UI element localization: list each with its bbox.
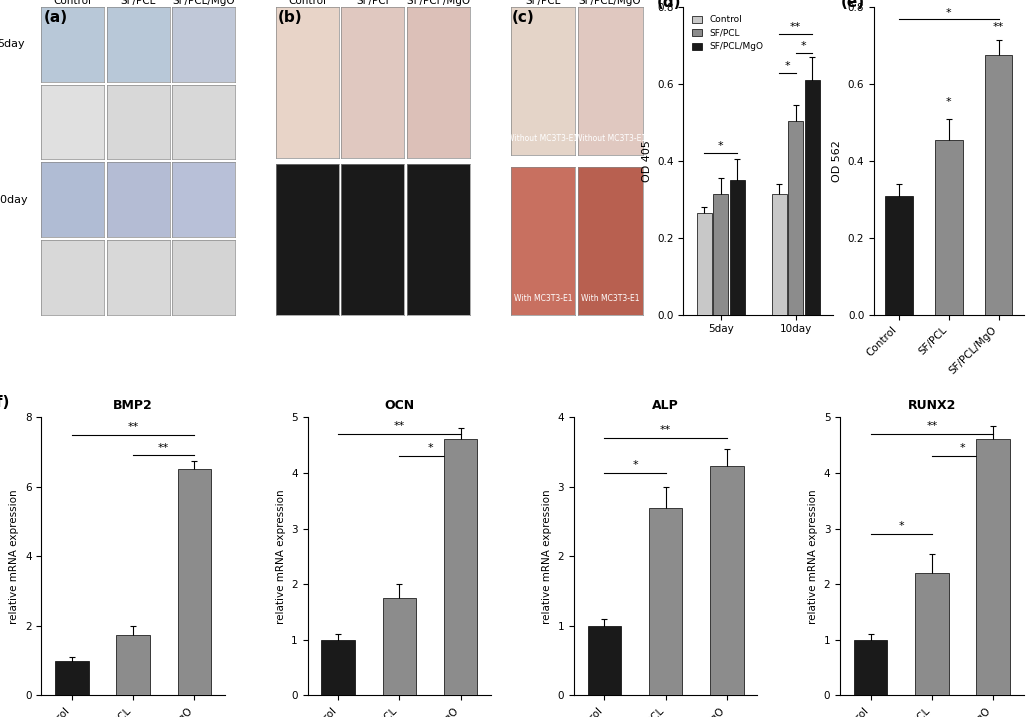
Bar <box>178 470 211 695</box>
Title: SF/PCl: SF/PCl <box>357 0 389 6</box>
Title: Control: Control <box>288 0 327 6</box>
Text: **: ** <box>790 22 801 32</box>
Bar <box>648 508 682 695</box>
Text: *: * <box>946 8 951 17</box>
Title: SF/PCl /MgO: SF/PCl /MgO <box>406 0 469 6</box>
Bar <box>935 140 963 315</box>
Title: OCN: OCN <box>385 399 415 412</box>
Text: **: ** <box>158 442 170 452</box>
Bar <box>854 640 887 695</box>
Bar <box>915 573 948 695</box>
Text: (a): (a) <box>43 10 67 25</box>
Bar <box>322 640 355 695</box>
Text: (e): (e) <box>841 0 865 10</box>
Bar <box>771 194 787 315</box>
Text: *: * <box>899 521 904 531</box>
Title: SF/PCL: SF/PCL <box>525 0 560 6</box>
Legend: Control, SF/PCL, SF/PCL/MgO: Control, SF/PCL, SF/PCL/MgO <box>688 11 767 55</box>
Y-axis label: OD 562: OD 562 <box>832 140 843 182</box>
Text: With MC3T3-E1: With MC3T3-E1 <box>514 294 572 303</box>
Text: With MC3T3-E1: With MC3T3-E1 <box>581 294 639 303</box>
Title: SF/PCL: SF/PCL <box>121 0 156 6</box>
Bar <box>804 80 820 315</box>
Y-axis label: relative mRNA expression: relative mRNA expression <box>809 489 818 624</box>
Text: **: ** <box>394 421 405 431</box>
Bar <box>710 466 743 695</box>
Text: *: * <box>718 141 724 151</box>
Text: (d): (d) <box>657 0 681 10</box>
Y-axis label: relative mRNA expression: relative mRNA expression <box>276 489 285 624</box>
Title: ALP: ALP <box>744 0 771 2</box>
Text: *: * <box>427 443 433 453</box>
Bar <box>885 196 913 315</box>
Text: **: ** <box>926 421 938 431</box>
Bar <box>730 180 744 315</box>
Text: (f): (f) <box>0 395 10 410</box>
Y-axis label: OD 405: OD 405 <box>642 140 651 182</box>
Bar <box>788 120 803 315</box>
Bar <box>383 598 417 695</box>
Bar <box>117 635 150 695</box>
Text: **: ** <box>993 22 1004 32</box>
Text: *: * <box>946 97 951 107</box>
Title: RUNX2: RUNX2 <box>908 399 956 412</box>
Title: SF/PCL/MgO: SF/PCL/MgO <box>579 0 641 6</box>
Bar <box>55 660 89 695</box>
Text: *: * <box>801 42 807 52</box>
Y-axis label: 10day: 10day <box>0 195 28 205</box>
Y-axis label: relative mRNA expression: relative mRNA expression <box>542 489 552 624</box>
Text: (c): (c) <box>512 10 535 25</box>
Text: *: * <box>632 460 638 470</box>
Bar <box>985 55 1012 315</box>
Bar <box>697 213 712 315</box>
Y-axis label: relative mRNA expression: relative mRNA expression <box>9 489 20 624</box>
Text: *: * <box>960 443 966 453</box>
Title: ALP: ALP <box>652 399 679 412</box>
Text: Without MC3T3-E1: Without MC3T3-E1 <box>575 134 646 143</box>
Y-axis label: 5day: 5day <box>0 39 25 49</box>
Text: *: * <box>785 61 790 70</box>
Text: (b): (b) <box>278 10 303 25</box>
Title: SF/PCL/MgO: SF/PCL/MgO <box>173 0 235 6</box>
Bar <box>444 440 478 695</box>
Text: **: ** <box>660 425 671 435</box>
Bar <box>713 194 728 315</box>
Text: Without MC3T3-E1: Without MC3T3-E1 <box>508 134 578 143</box>
Bar <box>976 440 1010 695</box>
Bar <box>587 626 621 695</box>
Text: **: ** <box>127 422 139 432</box>
Title: BMP2: BMP2 <box>114 399 153 412</box>
Title: Control: Control <box>54 0 92 6</box>
